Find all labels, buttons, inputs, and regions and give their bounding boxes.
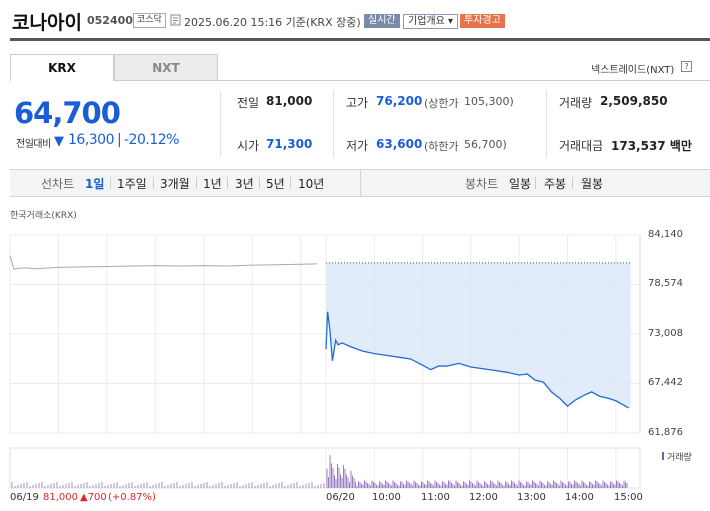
- current-price: 64,700: [14, 96, 121, 130]
- x-tick-label: 06/20: [326, 492, 355, 503]
- y-tick-label: 73,008: [648, 328, 683, 339]
- chevron-down-icon: ▾: [444, 16, 454, 27]
- quote-divider: [333, 90, 334, 158]
- prev-close-label: 전일: [237, 96, 260, 110]
- x-tick-label: 11:00: [421, 492, 450, 503]
- candle-chart-label: 봉차트: [465, 177, 499, 191]
- period-1d[interactable]: 1일: [85, 177, 105, 191]
- series-line-today: [325, 311, 630, 409]
- candle-weekly[interactable]: 주봉: [544, 177, 567, 191]
- period-separator: [153, 177, 154, 189]
- prev-day-date: 06/19: [10, 492, 39, 503]
- period-10y[interactable]: 10년: [298, 177, 325, 191]
- period-separator: [572, 177, 573, 189]
- prev-close-value: 81,000: [266, 94, 313, 108]
- change-separator: |: [117, 132, 122, 148]
- company-info-button[interactable]: 기업개요 ▾: [403, 14, 459, 29]
- quote-divider: [220, 90, 221, 158]
- help-icon[interactable]: ?: [681, 61, 692, 72]
- upper-limit-label: (상한가: [424, 97, 459, 110]
- volume-label: 거래량: [559, 96, 593, 110]
- header-divider: [10, 38, 710, 41]
- lower-limit-value: 56,700): [464, 138, 507, 151]
- toolbar-divider: [360, 170, 361, 196]
- tab-nxt[interactable]: NXT: [114, 54, 218, 81]
- drop-area-fill: [326, 262, 631, 408]
- prev-day-close: 81,000: [43, 492, 78, 503]
- high-value: 76,200: [376, 94, 423, 108]
- stock-name: 코나아이: [12, 12, 82, 34]
- quote-timestamp: 2025.06.20 15:16 기준(KRX 장중): [184, 16, 361, 29]
- volume-value: 2,509,850: [600, 94, 668, 108]
- tab-baseline: [218, 80, 710, 81]
- period-1y[interactable]: 1년: [203, 177, 222, 191]
- x-tick-label: 14:00: [565, 492, 594, 503]
- y-tick-label: 84,140: [648, 229, 683, 240]
- upper-limit-value: 105,300): [464, 95, 514, 108]
- period-3m[interactable]: 3개월: [160, 177, 190, 191]
- period-separator: [259, 177, 260, 189]
- low-value: 63,600: [376, 137, 423, 151]
- nxt-link[interactable]: 넥스트레이드(NXT): [591, 65, 675, 76]
- prev-day-change: ▲700: [80, 492, 107, 503]
- x-tick-label: 13:00: [517, 492, 546, 503]
- period-separator: [227, 177, 228, 189]
- open-value: 71,300: [266, 137, 313, 151]
- price-change-percent: -20.12%: [124, 132, 179, 148]
- y-tick-label: 67,442: [648, 377, 683, 388]
- period-separator: [196, 177, 197, 189]
- stock-code: 052400: [87, 14, 133, 27]
- volume-frame: [9, 447, 641, 489]
- investment-warning-badge: 투자경고: [460, 14, 505, 28]
- volume-bars: [11, 455, 628, 488]
- period-separator: [290, 177, 291, 189]
- tab-krx[interactable]: KRX: [10, 54, 114, 81]
- period-1w[interactable]: 1주일: [117, 177, 147, 191]
- company-info-label: 기업개요: [408, 16, 445, 27]
- volume-legend: 거래량: [662, 450, 692, 463]
- x-tick-label: 10:00: [372, 492, 401, 503]
- y-tick-label: 61,876: [648, 427, 683, 438]
- period-separator: [110, 177, 111, 189]
- candle-monthly[interactable]: 월봉: [581, 177, 604, 191]
- high-label: 고가: [346, 96, 369, 110]
- lower-limit-label: (하한가: [424, 140, 459, 153]
- price-change: 16,300: [68, 132, 115, 148]
- trade-amount-value: 173,537 백만: [611, 139, 692, 153]
- change-label: 전일대비: [16, 139, 51, 150]
- volume-legend-label: 거래량: [667, 453, 692, 463]
- quote-divider: [546, 90, 547, 158]
- x-tick-label: 15:00: [614, 492, 643, 503]
- line-chart-label: 선차트: [41, 177, 75, 191]
- series-line-prev-day: [9, 255, 317, 270]
- down-triangle-icon: ▼: [54, 134, 64, 149]
- market-badge: 코스닥: [133, 13, 166, 28]
- realtime-badge: 실시간: [364, 14, 400, 28]
- document-icon: [170, 14, 181, 26]
- period-separator: [535, 177, 536, 189]
- period-3y[interactable]: 3년: [235, 177, 254, 191]
- open-label: 시가: [237, 139, 260, 153]
- low-label: 저가: [346, 139, 369, 153]
- period-5y[interactable]: 5년: [266, 177, 285, 191]
- x-tick-label: 12:00: [469, 492, 498, 503]
- exchange-label: 한국거래소(KRX): [10, 211, 77, 221]
- trade-amount-label: 거래대금: [559, 139, 604, 153]
- prev-day-pct: (+0.87%): [108, 492, 156, 503]
- candle-daily[interactable]: 일봉: [509, 177, 532, 191]
- y-tick-label: 78,574: [648, 278, 683, 289]
